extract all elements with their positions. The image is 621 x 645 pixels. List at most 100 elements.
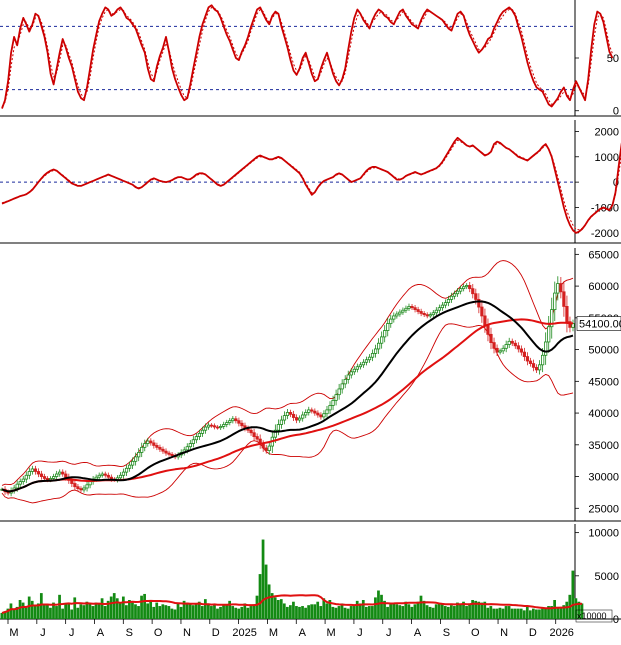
price-candle <box>492 337 496 354</box>
price-candle <box>252 428 256 441</box>
candle-body <box>124 467 129 473</box>
candle-body <box>45 478 50 481</box>
candle-body <box>428 314 432 317</box>
volume-bar <box>556 606 560 619</box>
price-candle <box>152 439 156 449</box>
volume-bar <box>468 603 471 619</box>
volume-bar <box>316 601 320 619</box>
candle-body <box>446 299 451 303</box>
price-candle <box>124 464 129 476</box>
volume-bar <box>18 600 22 619</box>
volume-bar <box>43 604 46 619</box>
candle-body <box>334 394 338 401</box>
candle-body <box>380 336 384 344</box>
volume-bar <box>498 607 502 619</box>
price-candle <box>161 446 165 454</box>
volume-bar <box>413 604 417 619</box>
price-candle <box>383 325 387 343</box>
candle-body <box>222 424 226 427</box>
price-candle <box>419 308 423 317</box>
candle-body <box>130 460 135 466</box>
candle-body <box>455 290 460 295</box>
volume-bar <box>295 606 298 619</box>
candle-body <box>164 450 168 454</box>
volume-bar <box>146 603 150 619</box>
candle-body <box>76 486 80 490</box>
momentum-ytick-label: 1000 <box>595 152 619 164</box>
price-candle <box>401 307 405 315</box>
price-candle <box>82 485 86 493</box>
x-tick-label: O <box>471 627 480 639</box>
volume-bar <box>380 594 383 619</box>
volume-bar <box>161 604 165 619</box>
candle-body <box>462 286 466 290</box>
candle-body <box>279 419 284 425</box>
volume-bar <box>471 600 474 619</box>
volume-bar <box>364 606 368 619</box>
volume-bar <box>292 601 295 619</box>
volume-bar <box>553 600 556 619</box>
price-candle <box>61 469 65 477</box>
price-candle <box>167 450 171 457</box>
candle-body <box>522 351 527 357</box>
price-candle <box>534 364 539 374</box>
candle-body <box>471 288 475 295</box>
candle-body <box>52 476 56 479</box>
volume-bar <box>443 606 447 619</box>
candle-body <box>58 471 62 475</box>
volume-bar <box>207 603 210 619</box>
price-candle <box>398 309 402 317</box>
price-candle <box>364 356 369 366</box>
price-candle <box>212 423 217 430</box>
price-ytick-label: 25000 <box>588 503 619 515</box>
volume-bar <box>237 608 241 619</box>
volume-bar <box>188 604 192 619</box>
volume-bar <box>58 594 61 619</box>
candle-body <box>88 481 92 486</box>
volume-bar <box>70 609 74 619</box>
volume-bar <box>449 605 453 619</box>
price-candle <box>337 383 341 400</box>
volume-bar <box>352 606 356 619</box>
volume-bar <box>322 598 326 619</box>
volume-bar <box>12 609 16 619</box>
volume-bar <box>571 570 575 619</box>
x-tick-label: J <box>69 627 75 639</box>
volume-bar <box>228 600 232 619</box>
price-ytick-label: 50000 <box>588 345 619 357</box>
volume-bar <box>240 606 244 619</box>
volume-bar <box>210 606 213 619</box>
volume-bar <box>49 607 52 619</box>
volume-bar <box>270 593 274 619</box>
volume-bar <box>61 608 64 619</box>
volume-bar <box>361 600 365 619</box>
candle-body <box>328 405 332 411</box>
candle-body <box>355 366 359 370</box>
price-candle <box>361 359 366 368</box>
candle-body <box>228 420 232 423</box>
candle-body <box>571 323 575 328</box>
x-tick-label: N <box>500 627 508 639</box>
volume-bar <box>519 608 523 619</box>
price-candle <box>291 410 296 422</box>
price-candle <box>21 475 25 485</box>
volume-bar <box>559 606 563 619</box>
volume-bar <box>504 606 508 619</box>
volume-bar <box>125 605 128 619</box>
candle-body <box>440 304 445 309</box>
volume-bar <box>203 599 207 619</box>
candle-body <box>361 361 366 366</box>
candle-body <box>216 426 220 429</box>
x-tick-label: S <box>126 627 133 639</box>
volume-bar <box>27 596 31 619</box>
candle-body <box>459 288 463 292</box>
candle-body <box>537 364 542 371</box>
volume-bar <box>264 564 268 619</box>
momentum-main-line <box>1 136 621 234</box>
candle-body <box>18 481 22 485</box>
volume-bar <box>535 609 538 619</box>
candle-body <box>495 347 499 353</box>
volume-bar <box>82 605 86 619</box>
volume-bar <box>541 608 544 619</box>
price-candle <box>288 409 293 418</box>
